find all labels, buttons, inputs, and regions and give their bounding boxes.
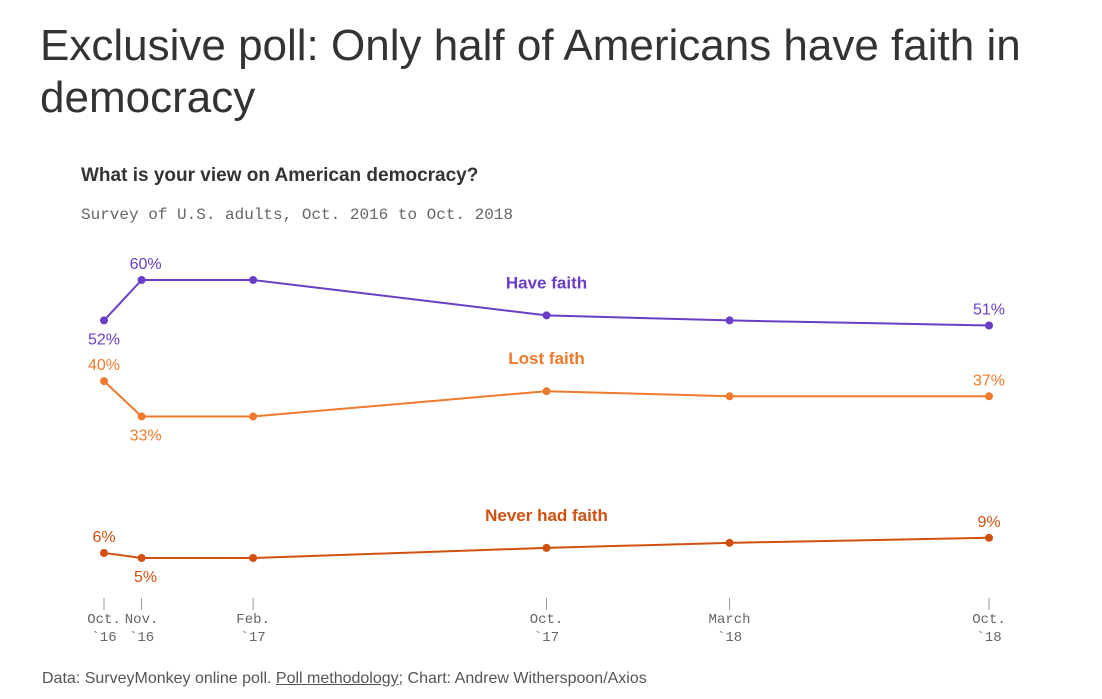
x-tick-label: `18 (976, 630, 1001, 646)
data-point (137, 276, 146, 284)
data-point (249, 554, 258, 562)
data-point (985, 321, 993, 330)
data-label: 37% (973, 372, 1005, 389)
data-label: 52% (88, 331, 120, 348)
x-tick-label: Feb. (236, 612, 270, 628)
series-line-lost-faith (103, 380, 989, 418)
line-chart: Oct. `16 Nov. `16 Feb. `17 Oct. `17 March `18 Oct.… (87, 256, 1006, 646)
x-tick-label: `16 (91, 630, 116, 646)
data-label: 9% (977, 514, 1000, 531)
x-tick-label: Oct. (87, 612, 121, 628)
x-tick-label: `17 (241, 630, 266, 646)
x-tick-label: Nov. (125, 612, 159, 628)
source-suffix: Chart: Andrew Witherspoon/Axios (403, 670, 647, 687)
data-point (137, 554, 146, 562)
data-point (249, 412, 258, 421)
data-point (542, 387, 551, 396)
series-name-label: Lost faith (508, 349, 585, 368)
x-tick-label: March (709, 612, 751, 628)
series-name-label: Have faith (506, 273, 587, 292)
series-name-label: Never had faith (485, 506, 608, 525)
data-point (725, 392, 734, 401)
data-point (100, 377, 108, 386)
data-point (725, 316, 734, 325)
poll-methodology-link[interactable]: Poll methodology; (275, 670, 404, 687)
data-point (725, 538, 734, 547)
data-point (542, 543, 551, 552)
chart-subtitle: Survey of U.S. adults, Oct. 2016 to Oct.… (81, 206, 514, 224)
source-prefix: Data: SurveyMonkey online poll. (42, 670, 276, 687)
data-label: 60% (130, 256, 162, 273)
source-line: Data: SurveyMonkey online poll. Poll met… (42, 670, 647, 688)
x-tick-label: Oct. (530, 612, 564, 628)
data-point (542, 311, 551, 320)
x-tick-label: `16 (129, 630, 154, 646)
x-tick-label: `18 (717, 630, 742, 646)
series-line-never-had-faith (103, 536, 990, 559)
x-tick-label: Oct. (972, 612, 1006, 628)
series-line-have-faith (103, 279, 990, 327)
data-label: 40% (88, 357, 120, 374)
data-label: 6% (92, 529, 115, 546)
data-point (137, 412, 146, 421)
data-label: 51% (973, 301, 1005, 318)
headline: Exclusive poll: Only half of Americans h… (40, 21, 1021, 122)
data-point (100, 316, 108, 325)
data-label: 5% (134, 569, 157, 586)
data-label: 33% (130, 427, 162, 444)
chart-title: What is your view on American democracy? (81, 165, 479, 186)
data-point (985, 533, 993, 542)
data-point (985, 392, 993, 401)
data-point (249, 276, 258, 284)
x-tick-label: `17 (534, 630, 559, 646)
data-point (100, 548, 108, 557)
